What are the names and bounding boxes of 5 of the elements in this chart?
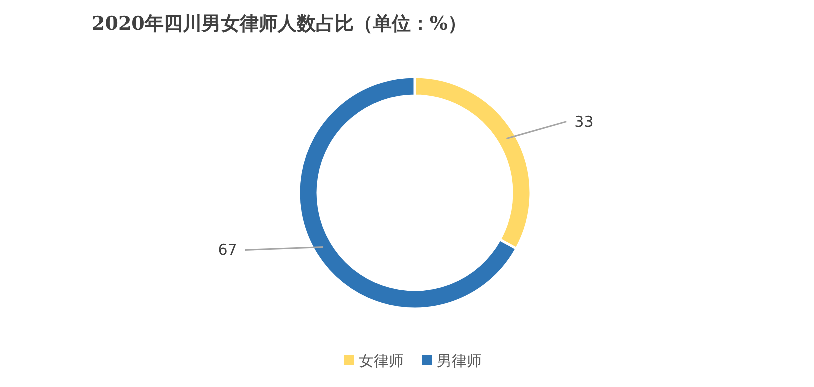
chart-title: 2020年四川男女律师人数占比（单位：%） — [92, 13, 467, 35]
data-label: 67 — [218, 241, 238, 260]
data-label: 33 — [574, 112, 594, 131]
legend-label: 女律师 — [359, 352, 404, 370]
legend-label: 男律师 — [437, 352, 482, 370]
